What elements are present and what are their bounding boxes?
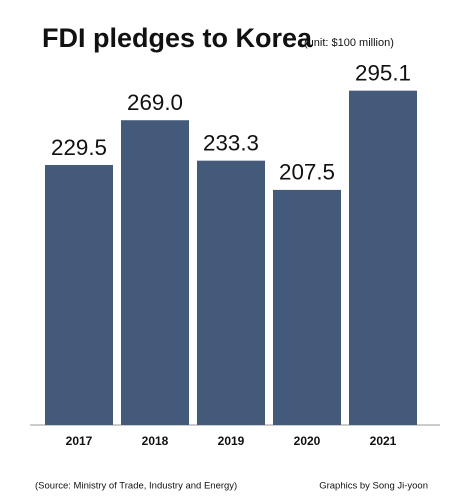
x-tick-label: 2018 — [142, 434, 169, 448]
value-label: 207.5 — [279, 160, 335, 185]
bar — [121, 120, 189, 426]
source-note: (Source: Ministry of Trade, Industry and… — [35, 481, 237, 492]
value-label: 269.0 — [127, 90, 183, 115]
chart-subtitle: (unit: $100 million) — [304, 37, 394, 49]
x-tick-label: 2019 — [218, 434, 245, 448]
value-label: 229.5 — [51, 135, 107, 160]
x-tick-label: 2021 — [370, 434, 397, 448]
chart-title: FDI pledges to Korea — [42, 23, 313, 53]
bar — [273, 189, 341, 425]
value-label: 233.3 — [203, 130, 259, 155]
x-tick-label: 2017 — [66, 434, 93, 448]
bar — [45, 164, 113, 425]
bar — [197, 160, 265, 426]
bar — [349, 90, 417, 425]
x-tick-label: 2020 — [294, 434, 321, 448]
value-label: 295.1 — [355, 60, 411, 85]
credit-note: Graphics by Song Ji-yoon — [319, 481, 428, 492]
